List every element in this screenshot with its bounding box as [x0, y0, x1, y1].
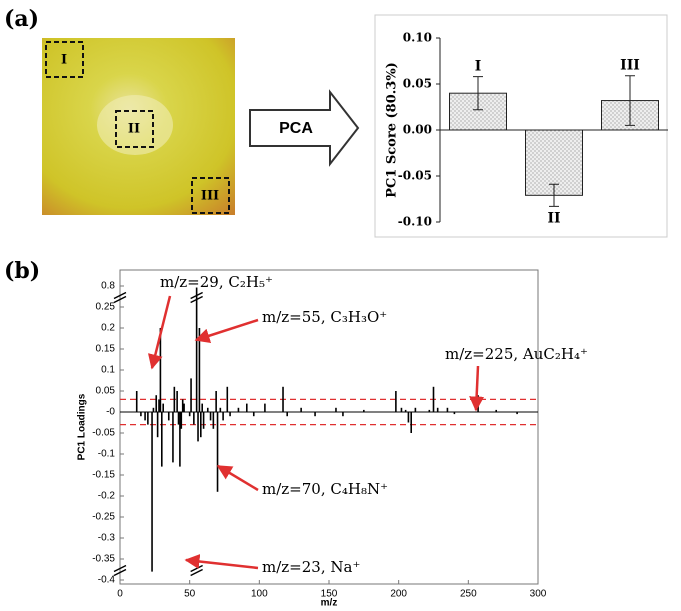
y-tick-label: -0.1	[98, 449, 116, 460]
bar-label: II	[547, 210, 560, 226]
y-tick-label: 0.00	[403, 123, 432, 137]
y-tick-label: -0.2	[98, 491, 116, 502]
y-tick-label: 0.05	[403, 77, 432, 91]
panel-label: (a)	[4, 6, 39, 32]
annotation-arrow	[218, 466, 258, 490]
y-tick-label: 0.8	[101, 281, 115, 292]
region-label: I	[61, 53, 67, 68]
y-axis-label: PC1 Score (80.3%)	[385, 62, 400, 198]
y-tick-label: 0.25	[96, 302, 116, 313]
x-tick-label: 50	[184, 589, 196, 600]
y-axis-label: PC1 Loadings	[77, 393, 88, 460]
region-label: III	[201, 189, 219, 204]
x-tick-label: 300	[530, 589, 547, 600]
x-tick-label: 100	[251, 589, 268, 600]
x-tick-label: 0	[117, 589, 123, 600]
annotation: m/z=70, C₄H₈N⁺	[262, 480, 388, 498]
annotation-arrow	[196, 320, 258, 340]
annotation-arrow	[186, 560, 258, 568]
y-tick-label: 0.05	[96, 386, 116, 397]
y-tick-label: -0.35	[92, 554, 115, 565]
page: {"panel_labels": ["(a)", "(b)"], "image"…	[0, 0, 681, 611]
y-tick-label: -0.3	[98, 533, 116, 544]
y-tick-label: -0.05	[398, 169, 432, 183]
y-tick-label: -0.4	[98, 575, 116, 586]
arrow-label: PCA	[279, 120, 313, 137]
y-tick-label: 0.2	[101, 323, 115, 334]
y-tick-label: -0.25	[92, 512, 115, 523]
annotation: m/z=29, C₂H₅⁺	[160, 273, 273, 291]
bar-label: I	[475, 59, 482, 75]
y-tick-label: -0.10	[398, 215, 432, 229]
annotation: m/z=225, AuC₂H₄⁺	[445, 345, 588, 363]
y-tick-label: -0.05	[92, 428, 115, 439]
y-tick-label: 0.10	[403, 31, 432, 45]
annotation: m/z=23, Na⁺	[262, 558, 360, 576]
y-tick-label: -0.15	[92, 470, 115, 481]
y-tick-label: -0	[106, 407, 115, 418]
panel-label: (b)	[4, 258, 40, 284]
bar-label: III	[620, 58, 640, 74]
x-tick-label: 250	[460, 589, 477, 600]
y-tick-label: 0.1	[101, 365, 115, 376]
figure: (a) (b) I II III PCA -0.10-0.050.000.050…	[0, 0, 681, 611]
y-tick-label: 0.15	[96, 344, 116, 355]
annotation: m/z=55, C₃H₃O⁺	[262, 308, 387, 326]
x-tick-label: 200	[390, 589, 407, 600]
axis-break	[191, 566, 203, 576]
x-axis-label: m/z	[321, 598, 338, 609]
region-label: II	[128, 122, 140, 137]
